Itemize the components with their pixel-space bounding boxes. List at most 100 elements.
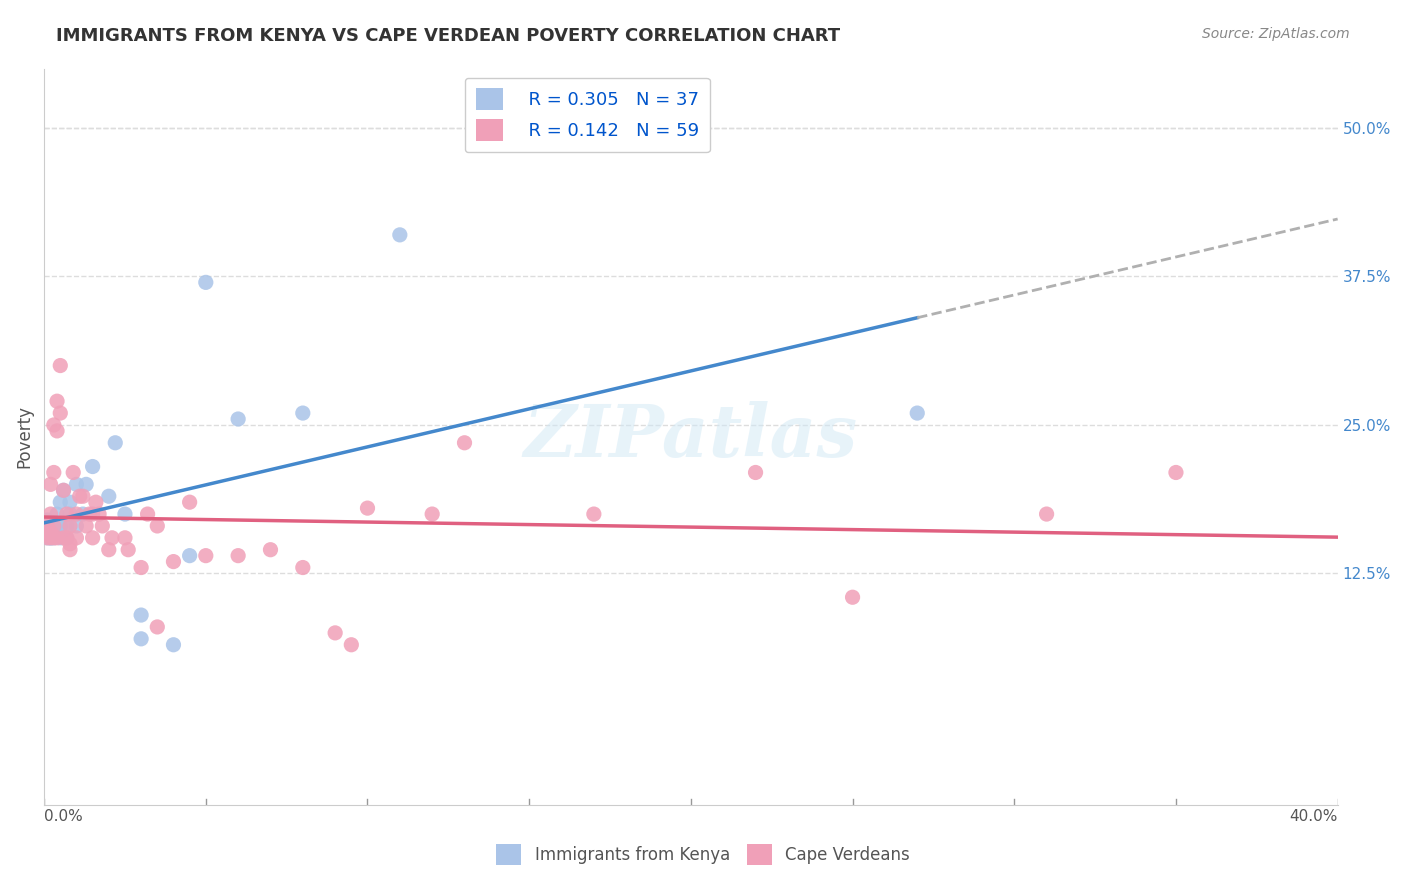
Point [75,519,97,533]
Point [39,531,62,545]
Text: 0.0%: 0.0% [44,809,83,823]
Point [49,359,72,373]
Point [46,424,69,438]
Point [65,531,87,545]
Point [146,620,169,634]
Point [39,507,62,521]
Point [42,531,65,545]
Point [1035,507,1057,521]
Point [42,531,65,545]
Point [65,507,87,521]
Point [37,519,59,533]
Point [75,477,97,491]
Point [136,507,159,521]
Point [46,524,69,539]
Point [744,466,766,480]
Point [82,459,104,474]
Point [291,406,314,420]
Point [55,531,77,545]
Point [52,483,75,498]
Point [42,466,65,480]
Point [46,507,69,521]
Point [97,489,120,503]
Point [194,276,217,290]
Point [129,608,152,623]
Point [49,495,72,509]
Point [55,531,77,545]
Point [37,531,59,545]
Point [59,542,82,557]
Point [129,632,152,646]
Point [42,417,65,432]
Text: ZIPatlas: ZIPatlas [524,401,858,473]
Point [59,519,82,533]
Point [356,501,378,516]
Point [69,489,91,503]
Point [55,519,77,533]
Point [37,524,59,539]
Point [39,477,62,491]
Text: 40.0%: 40.0% [1289,809,1337,823]
Point [114,507,136,521]
Point [841,591,863,605]
Point [72,507,94,521]
Point [129,560,152,574]
Point [114,531,136,545]
Point [340,638,363,652]
Point [62,466,84,480]
Point [179,495,201,509]
Point [420,507,443,521]
Point [39,531,62,545]
Point [46,531,69,545]
Point [582,507,605,521]
Point [226,549,249,563]
Point [91,519,114,533]
Point [453,435,475,450]
Point [1164,466,1187,480]
Point [323,626,346,640]
Point [388,227,411,242]
Point [72,489,94,503]
Legend:   R = 0.305   N = 37,   R = 0.142   N = 59: R = 0.305 N = 37, R = 0.142 N = 59 [465,78,710,153]
Point [101,531,124,545]
Point [179,549,201,563]
Point [39,519,62,533]
Point [259,542,281,557]
Point [42,519,65,533]
Point [42,519,65,533]
Point [59,507,82,521]
Point [226,412,249,426]
Legend: Immigrants from Kenya, Cape Verdeans: Immigrants from Kenya, Cape Verdeans [486,834,920,875]
Point [37,524,59,539]
Point [59,537,82,551]
Point [291,560,314,574]
Point [146,519,169,533]
Point [42,524,65,539]
Point [39,524,62,539]
Point [905,406,928,420]
Point [84,495,107,509]
Point [97,542,120,557]
Point [79,507,101,521]
Point [82,531,104,545]
Point [39,531,62,545]
Text: Source: ZipAtlas.com: Source: ZipAtlas.com [1202,27,1350,41]
Point [49,406,72,420]
Point [39,524,62,539]
Point [65,477,87,491]
Point [65,519,87,533]
Point [52,483,75,498]
Point [162,555,184,569]
Point [49,519,72,533]
Point [52,531,75,545]
Point [117,542,139,557]
Point [49,531,72,545]
Text: IMMIGRANTS FROM KENYA VS CAPE VERDEAN POVERTY CORRELATION CHART: IMMIGRANTS FROM KENYA VS CAPE VERDEAN PO… [56,27,841,45]
Y-axis label: Poverty: Poverty [15,405,32,468]
Point [104,435,127,450]
Point [37,513,59,527]
Point [37,531,59,545]
Point [46,394,69,409]
Point [82,507,104,521]
Point [162,638,184,652]
